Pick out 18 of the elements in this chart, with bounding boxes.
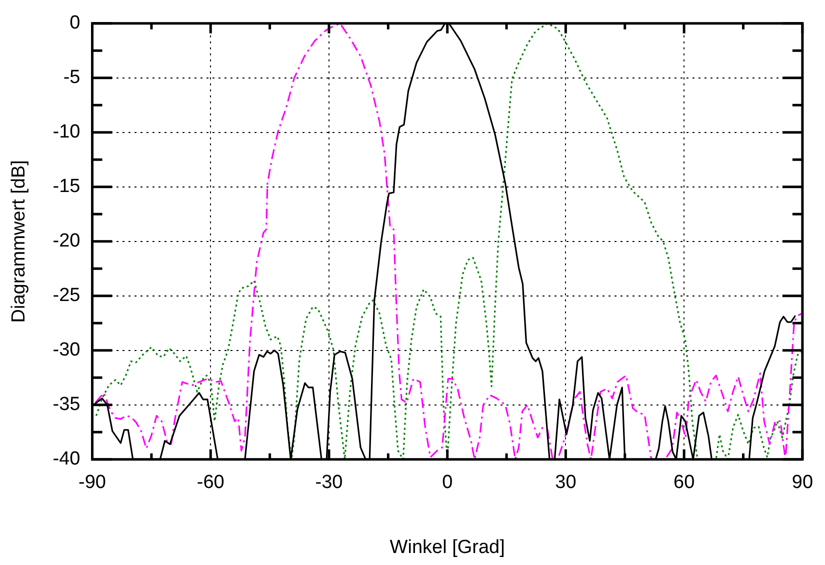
y-axis-title: Diagrammwert [dB] bbox=[8, 160, 30, 323]
x-axis-title: Winkel [Grad] bbox=[390, 536, 505, 558]
y-tick-label: -35 bbox=[52, 394, 80, 416]
x-tick-label: 60 bbox=[674, 472, 695, 494]
y-tick-label: 0 bbox=[70, 12, 80, 34]
x-tick-label: -60 bbox=[196, 472, 224, 494]
x-tick-label: -30 bbox=[315, 472, 343, 494]
y-tick-label: -30 bbox=[52, 340, 80, 361]
x-tick-label: 30 bbox=[555, 472, 576, 494]
x-tick-label: 0 bbox=[442, 472, 453, 494]
y-tick-label: -15 bbox=[52, 176, 80, 198]
y-tick-label: -10 bbox=[52, 122, 80, 143]
x-tick-label: -90 bbox=[78, 472, 106, 494]
y-tick-label: -25 bbox=[52, 285, 80, 306]
x-tick-label: 90 bbox=[792, 472, 814, 494]
y-tick-label: -40 bbox=[52, 448, 80, 470]
y-tick-label: -5 bbox=[63, 67, 80, 88]
y-tick-label: -20 bbox=[52, 230, 80, 252]
